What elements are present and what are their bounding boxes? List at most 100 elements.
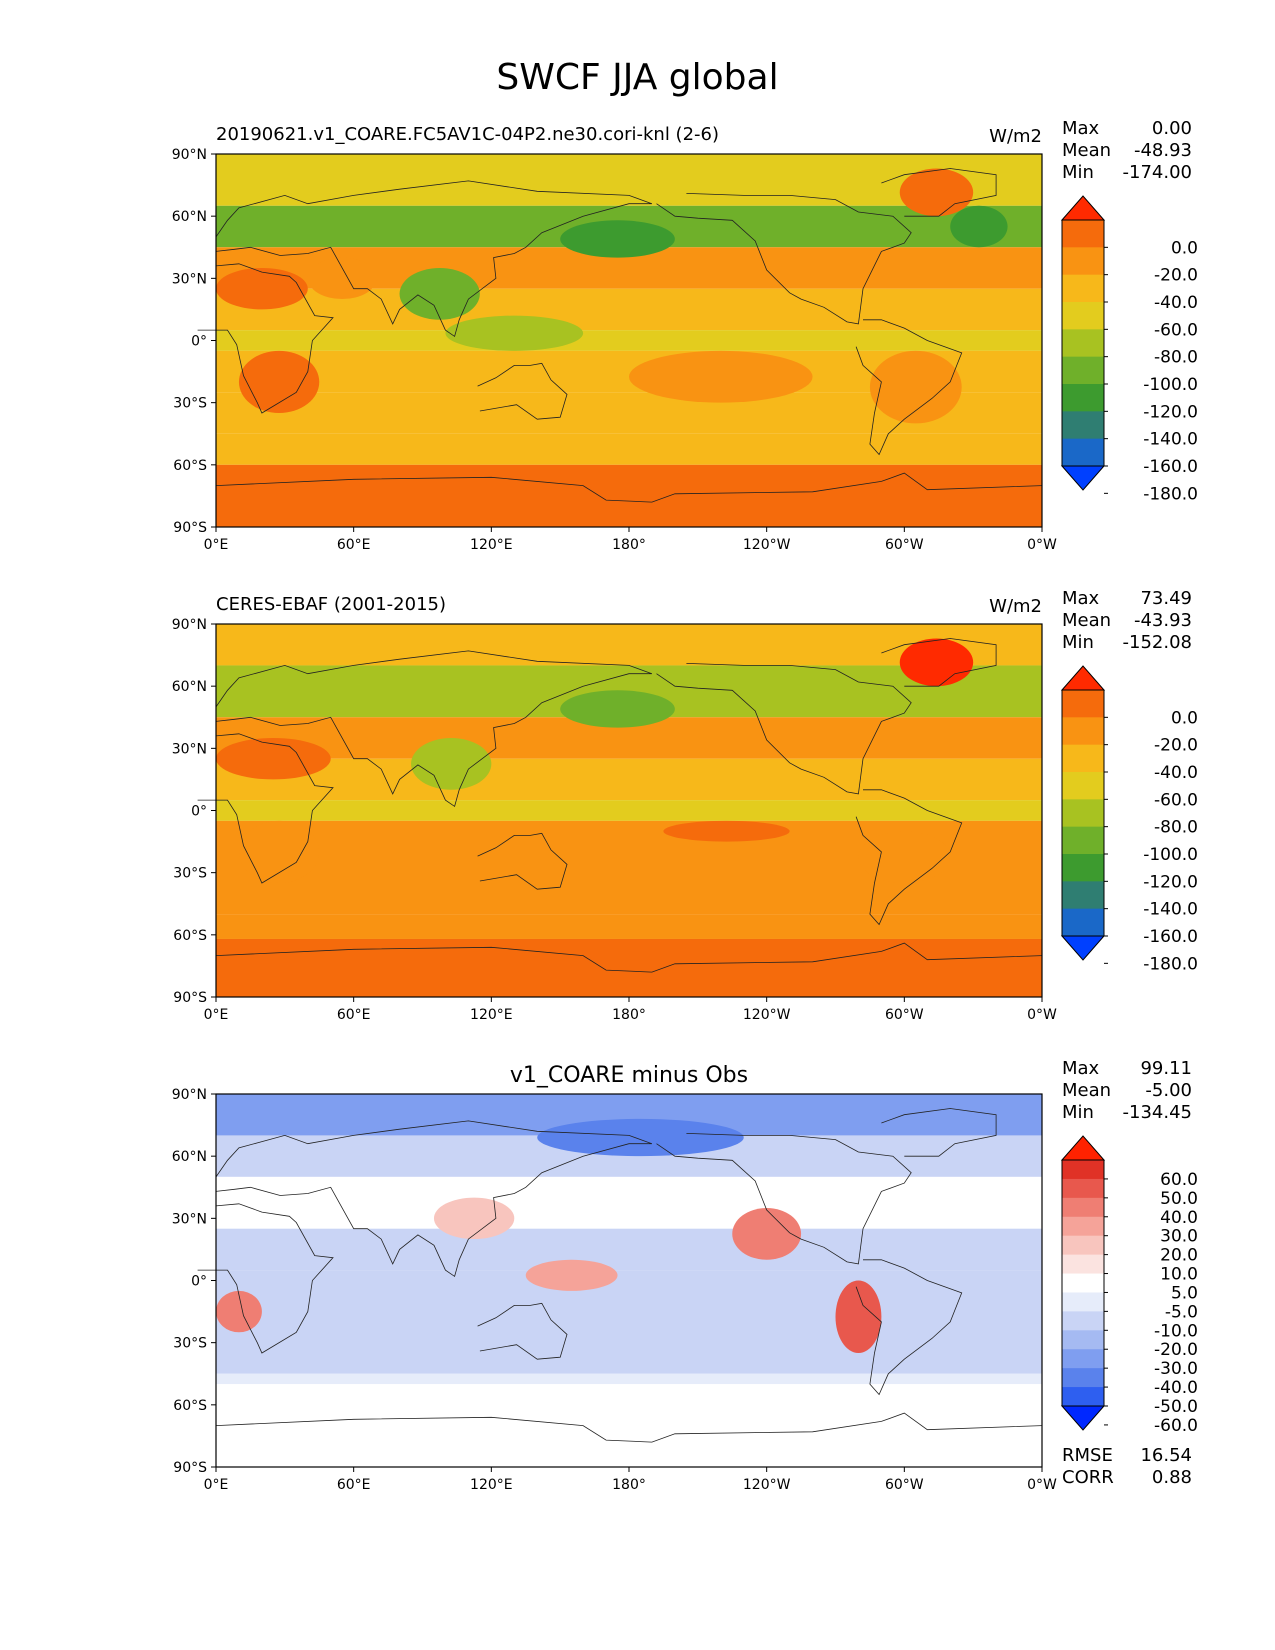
x-tick-label: 0°W [1027, 1477, 1057, 1493]
y-tick-label: 30°S [173, 396, 207, 412]
latitude-band [216, 800, 1042, 821]
colorbar-segment [1062, 411, 1104, 440]
coastline [656, 663, 912, 795]
colorbar-label: -60.0 [1154, 1416, 1198, 1436]
map-field [216, 154, 1042, 527]
x-tick-label: 0°E [204, 537, 229, 553]
field-region [238, 350, 320, 414]
stats-box: Max 0.00 Mean -48.93 Min -174.00 [1062, 118, 1192, 183]
stats-box: Max 73.49 Mean -43.93 Min -152.08 [1062, 588, 1192, 653]
panel-title: CERES-EBAF (2001-2015) [216, 594, 447, 615]
coastline [215, 942, 1043, 973]
field-region [216, 267, 308, 310]
colorbar: 0.0 -20.0 -40.0 -60.0 -80.0 -100.0 -120.0 -140.… [1060, 195, 1198, 504]
colorbar-segment [1062, 274, 1104, 303]
y-tick-label: 60°S [173, 1398, 207, 1414]
colorbar-label: -40.0 [1154, 293, 1198, 313]
coastline [197, 733, 334, 884]
field-region [411, 737, 492, 790]
colorbar-segment [1062, 799, 1104, 828]
field-region [899, 168, 974, 217]
y-tick-label: 60°N [172, 209, 207, 225]
field-region [307, 257, 377, 300]
y-tick-label: 30°N [172, 1211, 207, 1227]
x-tick-label: 60°W [885, 1007, 924, 1023]
colorbar-segment [1062, 1292, 1104, 1312]
stat-mean: -43.93 [1133, 610, 1192, 631]
diff-map-plot: 0°E 60°E 120°E 180° 120°W 60°W 0°W 90°N 60°N 30°N… [172, 1063, 1198, 1493]
latitude-band [216, 938, 1042, 997]
colorbar-segment [1062, 1216, 1104, 1237]
colorbar: 60.050.040.030.020.010.05.0-5.0-10.0-20.… [1060, 1135, 1198, 1436]
colorbar-label: 20.0 [1160, 1246, 1198, 1266]
x-tick-label: 60°E [337, 1477, 371, 1493]
coastline [215, 1412, 1043, 1443]
colorbar-label: -120.0 [1143, 872, 1198, 892]
coastline [477, 362, 568, 420]
colorbar-label: -20.0 [1154, 1340, 1198, 1360]
y-tick-label: 90°N [172, 147, 207, 163]
colorbar-segment [1062, 1368, 1104, 1388]
field-region [445, 315, 584, 351]
colorbar: 0.0 -20.0 -40.0 -60.0 -80.0 -100.0 -120.0 -140.… [1060, 665, 1198, 974]
y-tick-label: 90°S [173, 1460, 207, 1476]
colorbar-segment [1062, 220, 1104, 248]
colorbar-frame [1061, 689, 1105, 937]
colorbar-label: -100.0 [1143, 845, 1198, 865]
stat-mean: -48.93 [1133, 140, 1192, 161]
colorbar-segment [1062, 826, 1104, 855]
latitude-band [216, 1373, 1042, 1385]
metric-corr: 0.88 [1151, 1467, 1192, 1488]
colorbar-segment [1062, 302, 1104, 330]
colorbar-segment [1062, 1254, 1104, 1275]
model-map-plot: 0°E 60°E 120°E 180° 120°W 60°W 0°W 90°N 60°N 30°N… [172, 126, 1198, 553]
panel-title: v1_COARE minus Obs [510, 1063, 748, 1088]
coastline [881, 1108, 997, 1157]
x-tick-label: 0°W [1027, 537, 1057, 553]
colorbar-segment [1062, 1197, 1104, 1218]
field-region [216, 1290, 262, 1333]
coastline [656, 1133, 912, 1265]
field-region [858, 831, 951, 884]
stats-box: Max 99.11 Mean -5.00 Min -134.45 [1062, 1058, 1192, 1123]
coastline [215, 1120, 653, 1278]
colorbar-label: 60.0 [1160, 1170, 1198, 1190]
field-region [560, 690, 675, 728]
y-tick-label: 30°S [173, 866, 207, 882]
latitude-band [216, 1228, 1042, 1271]
stat-max: 99.11 [1140, 1058, 1192, 1079]
field-region [560, 220, 675, 258]
metric-rmse: 16.54 [1140, 1445, 1192, 1466]
colorbar-label: 5.0 [1171, 1283, 1198, 1303]
colorbar-segment [1062, 908, 1104, 937]
colorbar-label: 0.0 [1171, 708, 1198, 728]
y-tick-label: 30°S [173, 1336, 207, 1352]
coastline [477, 832, 568, 890]
x-tick-label: 120°W [743, 537, 791, 553]
colorbar-segment [1062, 772, 1104, 800]
colorbar-segment [1062, 1349, 1104, 1369]
colorbar-label: -180.0 [1143, 954, 1198, 974]
colorbar-segment [1062, 1178, 1104, 1199]
colorbar-label: -20.0 [1154, 736, 1198, 756]
coastline [855, 1259, 963, 1396]
colorbar-label: -80.0 [1154, 348, 1198, 368]
latitude-band [216, 433, 1042, 465]
coastline [197, 263, 334, 414]
colorbar-segment [1062, 1160, 1104, 1180]
field-region [950, 205, 1008, 248]
y-tick-label: 0° [191, 804, 207, 820]
field-region [869, 350, 962, 424]
colorbar-segment [1062, 854, 1104, 882]
y-tick-label: 30°N [172, 741, 207, 757]
colorbar-label: -140.0 [1143, 900, 1198, 920]
colorbar-label: -40.0 [1154, 763, 1198, 783]
coastline [656, 193, 912, 325]
colorbar-extend-max [1060, 665, 1106, 691]
colorbar-segment [1062, 247, 1104, 276]
coastlines [197, 1108, 1043, 1443]
colorbar-segment [1062, 744, 1104, 773]
units-label: W/m2 [989, 596, 1042, 617]
x-tick-label: 180° [612, 537, 646, 553]
coastline [215, 472, 1043, 503]
